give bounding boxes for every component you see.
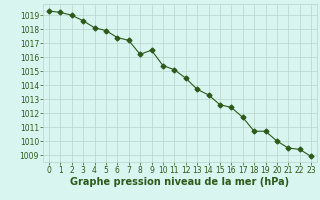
X-axis label: Graphe pression niveau de la mer (hPa): Graphe pression niveau de la mer (hPa) [70,177,290,187]
